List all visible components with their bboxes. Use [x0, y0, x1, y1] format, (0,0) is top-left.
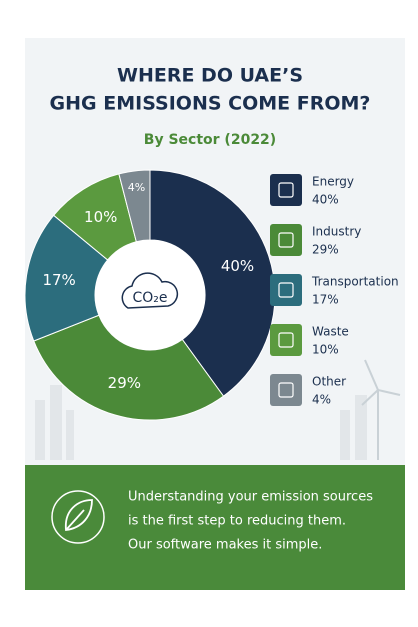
legend-name: Energy: [312, 175, 354, 189]
legend-swatch: [270, 374, 302, 406]
cloud-icon: [121, 272, 179, 309]
slice-label: 4%: [128, 181, 145, 194]
legend-value: 40%: [312, 193, 339, 207]
slice-label: 10%: [84, 208, 117, 226]
leaf-icon: [65, 499, 93, 532]
footer-line: Understanding your emission sources: [128, 490, 373, 505]
slice-label: 17%: [42, 271, 75, 289]
title-line: GHG EMISSIONS COME FROM?: [50, 93, 371, 115]
legend-icon: [278, 332, 294, 348]
legend-value: 29%: [312, 243, 339, 257]
legend-value: 4%: [312, 393, 331, 407]
footer-band: [25, 465, 405, 590]
legend-swatch: [270, 274, 302, 306]
title-line: WHERE DO UAE’S: [117, 65, 303, 87]
skyline: [35, 385, 367, 460]
legend-name: Other: [312, 375, 346, 389]
donut-hole: [95, 240, 205, 350]
legend-swatch: [270, 324, 302, 356]
legend-name: Transportation: [311, 275, 399, 289]
legend-name: Industry: [312, 225, 361, 239]
legend-swatch: [270, 224, 302, 256]
legend-swatch: [270, 174, 302, 206]
center-label: CO₂e: [132, 290, 167, 306]
slice-label: 40%: [221, 257, 254, 275]
footer-text: Understanding your emission sources is th…: [128, 490, 373, 553]
legend-icon: [278, 382, 294, 398]
legend-value: 17%: [312, 293, 339, 307]
legend-value: 10%: [312, 343, 339, 357]
legend-icon: [278, 182, 294, 198]
legend-icon: [278, 232, 294, 248]
footer-line: Our software makes it simple.: [128, 538, 322, 553]
legend: Energy 40% Industry 29% Transportation 17% Was…: [270, 174, 399, 407]
leaf-icon-ring: [51, 490, 105, 544]
footer-line: is the first step to reducing them.: [128, 514, 346, 529]
slice-label: 29%: [108, 374, 141, 392]
donut-chart: 40% 29% 17% 10% 4%: [24, 169, 276, 421]
legend-icon: [278, 282, 294, 298]
subtitle: By Sector (2022): [144, 132, 276, 148]
legend-name: Waste: [312, 325, 349, 339]
wind-turbine: [361, 359, 401, 460]
